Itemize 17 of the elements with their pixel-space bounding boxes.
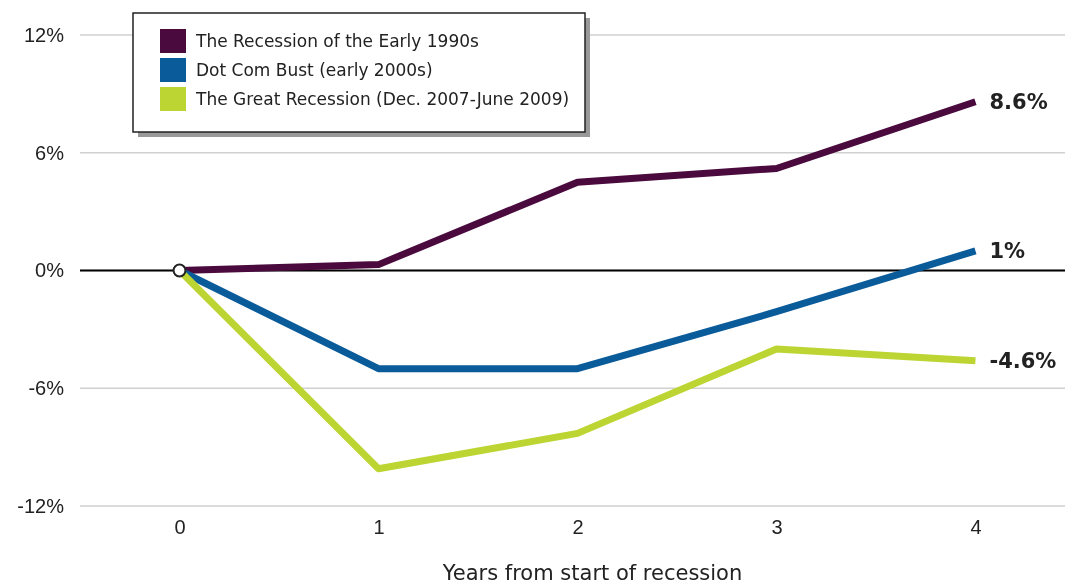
legend-label: Dot Com Bust (early 2000s) (196, 60, 433, 80)
legend-label: The Recession of the Early 1990s (195, 31, 480, 51)
x-tick-label: 0 (174, 516, 186, 539)
data-label: -4.6% (989, 348, 1057, 373)
data-label: 1% (989, 238, 1026, 263)
y-tick-label: 6% (35, 141, 65, 164)
data-label: 8.6% (989, 89, 1048, 114)
y-tick-label: 12% (23, 23, 65, 46)
y-tick-label: -6% (28, 377, 65, 400)
legend-label: The Great Recession (Dec. 2007-June 2009) (195, 89, 570, 109)
x-tick-label: 3 (771, 516, 783, 539)
x-tick-label: 1 (373, 516, 385, 539)
x-tick-label: 2 (572, 516, 584, 539)
x-tick-label: 4 (970, 516, 982, 539)
x-axis-title: Years from start of recession (441, 561, 743, 584)
y-tick-label: -12% (17, 494, 65, 517)
y-tick-label: 0% (35, 259, 65, 282)
